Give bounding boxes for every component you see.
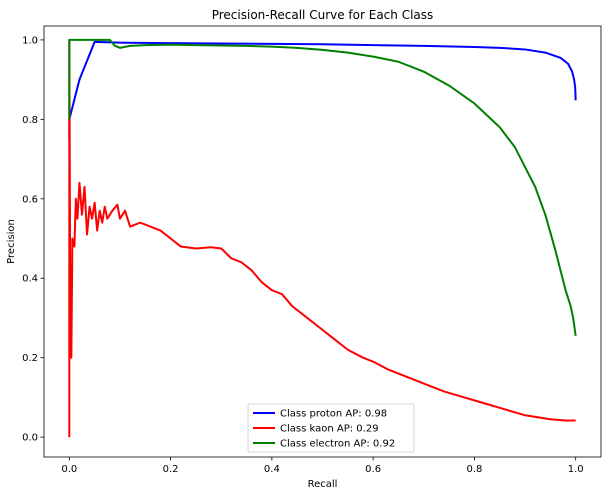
plot-frame xyxy=(43,25,602,458)
legend-entry: Class proton AP: 0.98 xyxy=(280,409,387,420)
legend-box xyxy=(247,403,415,453)
y-tick-label: 0.4 xyxy=(22,274,38,285)
y-tick-label: 0.6 xyxy=(22,194,38,205)
series-line-2 xyxy=(68,38,577,336)
x-tick-label: 0.2 xyxy=(163,464,179,475)
x-tick-label: 0.8 xyxy=(466,464,482,475)
y-tick-label: 0.0 xyxy=(22,433,38,444)
x-axis-ticks: 0.0 0.2 0.4 0.6 0.8 1.0 xyxy=(61,457,584,475)
x-tick-label: 0.0 xyxy=(61,464,77,475)
y-tick-label: 0.2 xyxy=(22,353,38,364)
y-axis-label: Precision xyxy=(6,219,17,264)
series-line-1 xyxy=(68,38,576,438)
series-layer xyxy=(68,38,577,438)
x-tick-label: 1.0 xyxy=(568,464,584,475)
series-line-0 xyxy=(68,40,577,140)
legend-entry: Class electron AP: 0.92 xyxy=(280,439,395,450)
y-axis-ticks: 0.0 0.2 0.4 0.6 0.8 1.0 xyxy=(22,35,44,444)
x-axis-label: Recall xyxy=(308,479,338,490)
y-tick-label: 1.0 xyxy=(22,35,38,46)
y-tick-label: 0.8 xyxy=(22,115,38,126)
x-tick-label: 0.4 xyxy=(264,464,280,475)
legend-entry: Class kaon AP: 0.29 xyxy=(280,424,379,435)
x-tick-label: 0.6 xyxy=(365,464,381,475)
legend: Class proton AP: 0.98 Class kaon AP: 0.29… xyxy=(247,403,415,453)
chart-title: Precision-Recall Curve for Each Class xyxy=(212,8,434,22)
